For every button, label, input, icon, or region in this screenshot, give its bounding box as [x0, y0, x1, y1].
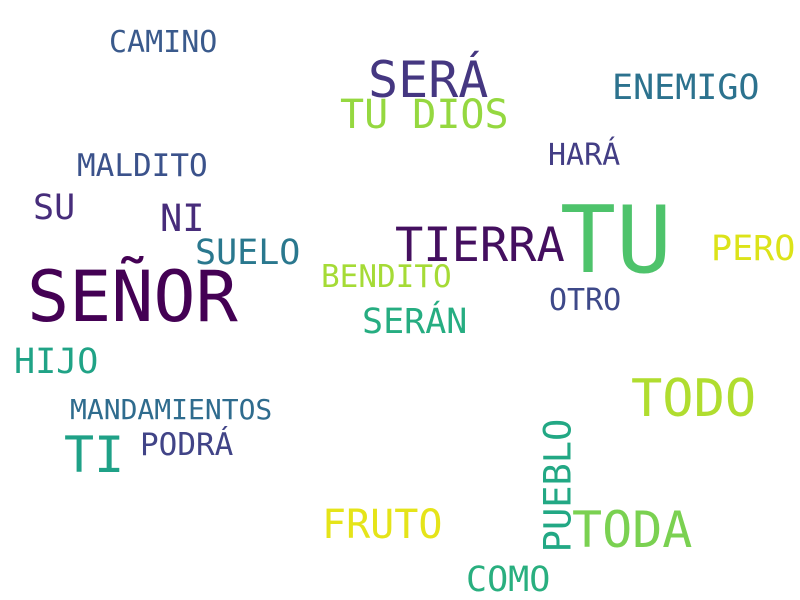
word-bendito: BENDITO [321, 259, 452, 295]
word-toda: TODA [572, 501, 693, 559]
word-hara: HARÁ [548, 138, 621, 173]
word-tu: TU [560, 186, 672, 294]
word-hijo: HIJO [14, 342, 99, 382]
word-como: COMO [466, 560, 551, 600]
word-maldito: MALDITO [77, 148, 208, 184]
word-enemigo: ENEMIGO [612, 68, 760, 108]
word-pueblo: PUEBLO [536, 418, 580, 553]
word-sera: SERÁ [368, 51, 489, 109]
word-tierra: TIERRA [395, 218, 565, 273]
word-ni: NI [160, 197, 205, 240]
word-pero: PERO [711, 229, 796, 269]
word-otro: OTRO [549, 283, 622, 318]
word-suelo: SUELO [195, 233, 301, 273]
word-senor: SEÑOR [27, 256, 238, 338]
word-todo: TODO [631, 369, 757, 429]
word-camino: CAMINO [109, 25, 218, 60]
word-podra: PODRÁ [140, 427, 234, 463]
word-su: SU [33, 188, 76, 228]
word-mandamientos: MANDAMIENTOS [70, 393, 273, 426]
word-tu-dios: TU DIOS [340, 92, 509, 138]
word-seran: SERÁN [362, 302, 468, 342]
word-ti: TI [64, 426, 125, 484]
word-fruto: FRUTO [322, 502, 443, 548]
